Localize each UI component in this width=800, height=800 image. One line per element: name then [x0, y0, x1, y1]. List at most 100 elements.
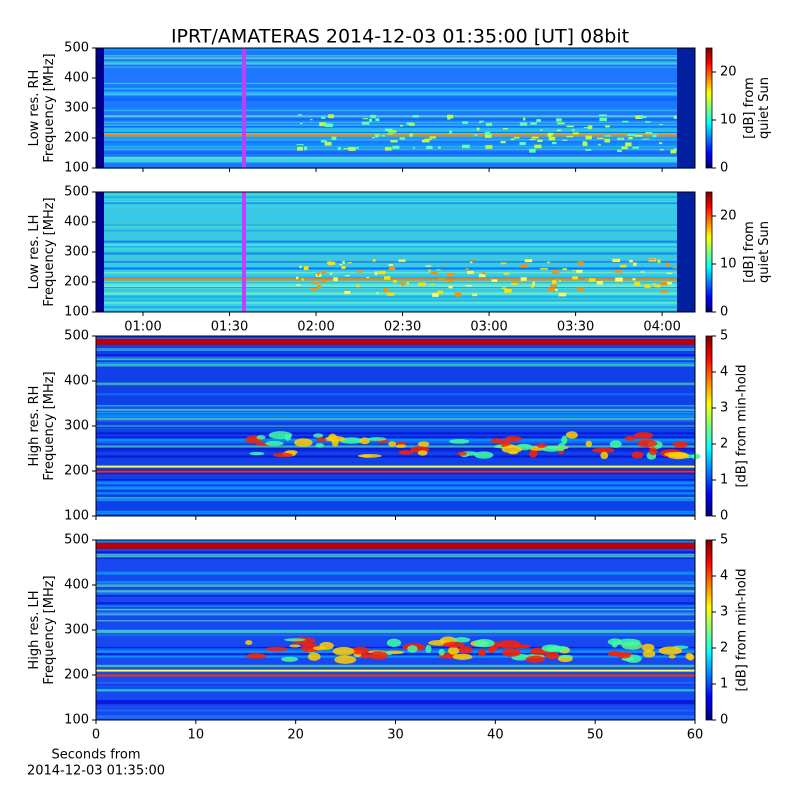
spectrogram-texture	[96, 553, 695, 556]
spectrogram-texture	[484, 131, 491, 135]
spectrogram-texture	[612, 258, 620, 262]
spectrogram-texture	[96, 709, 695, 712]
spectrogram-texture	[284, 434, 292, 441]
spectrogram-texture	[617, 149, 622, 153]
spectrogram-texture	[668, 654, 676, 659]
spectrogram-texture	[303, 266, 309, 271]
spectrogram-texture	[449, 439, 470, 444]
spectrogram-texture	[256, 435, 266, 440]
spectrogram-texture	[96, 156, 695, 159]
spectrogram-texture	[446, 273, 454, 277]
time-marker	[241, 192, 246, 312]
spectrogram-texture	[96, 634, 695, 637]
spectrogram-texture	[96, 225, 695, 228]
spectrogram-texture	[425, 644, 432, 654]
y-tick-label: 300	[64, 419, 89, 434]
spectrogram-texture	[401, 281, 405, 286]
y-tick-label: 500	[64, 41, 89, 56]
colorbar-tick-label: 0	[720, 509, 728, 524]
y-axis-label: Frequency [MHz]	[42, 371, 57, 480]
spectrogram-texture	[500, 141, 506, 144]
colorbar-label: quiet Sun	[757, 221, 772, 283]
spectrogram-texture	[96, 479, 695, 481]
spectrogram-texture	[245, 640, 253, 646]
spectrogram-texture	[634, 282, 641, 286]
spectrogram-texture	[96, 115, 695, 118]
spectrogram-texture	[96, 362, 695, 365]
spectrogram-texture	[96, 445, 695, 448]
spectrogram-texture	[479, 120, 484, 123]
spectrogram-texture	[96, 669, 695, 672]
y-axis-label: High res. LH	[27, 590, 42, 669]
y-axis-label: High res. RH	[27, 386, 42, 467]
spectrogram-texture	[604, 135, 612, 137]
spectrogram-texture	[96, 157, 695, 161]
spectrogram-texture	[430, 271, 438, 275]
x-tick-label: 02:30	[384, 320, 421, 335]
spectrogram-texture	[96, 245, 695, 248]
spectrogram-texture	[566, 125, 574, 128]
spectrogram-texture	[383, 288, 389, 293]
spectrogram-texture	[328, 114, 334, 119]
colorbar-tick-label: 3	[720, 605, 728, 620]
spectrogram-texture	[96, 98, 695, 100]
spectrogram-texture	[96, 124, 695, 127]
spectrogram-texture	[376, 292, 379, 295]
spectrogram-texture	[487, 646, 496, 654]
spectrogram-texture	[297, 146, 303, 151]
spectrogram-texture	[96, 605, 695, 607]
spectrogram-texture	[395, 444, 407, 448]
spectrogram-texture	[529, 148, 536, 153]
spectrogram-texture	[524, 259, 533, 263]
spectrogram-texture	[96, 543, 695, 549]
spectrogram-texture	[465, 267, 469, 271]
spectrogram-texture	[664, 263, 670, 267]
spectrogram-texture	[545, 651, 560, 660]
spectrogram-texture	[343, 148, 352, 150]
spectrogram-texture	[418, 282, 426, 286]
x-tick-label: 60	[687, 728, 704, 743]
spectrogram-texture	[96, 608, 695, 611]
colorbar-tick-label: 10	[720, 257, 737, 272]
spectrogram-texture	[96, 118, 695, 121]
spectrogram-texture	[587, 125, 593, 130]
spectrogram-texture	[96, 393, 695, 396]
spectrogram-texture	[633, 432, 654, 440]
spectrogram-texture	[407, 645, 418, 653]
spectrogram-texture	[576, 269, 583, 274]
spectrogram-texture	[96, 686, 695, 688]
spectrogram-texture	[677, 192, 695, 312]
y-tick-label: 400	[64, 374, 89, 389]
spectrogram-texture	[96, 276, 695, 280]
spectrogram-texture	[591, 447, 615, 453]
spectrogram-texture	[96, 192, 104, 312]
spectrogram-texture	[96, 408, 695, 411]
spectrogram-texture	[317, 285, 322, 289]
spectrogram-texture	[644, 284, 651, 288]
spectrogram-texture	[339, 264, 343, 266]
colorbar-tick-label: 0	[720, 305, 728, 320]
spectrogram-texture	[667, 281, 673, 285]
spectrogram-texture	[504, 436, 522, 442]
spectrogram-texture	[311, 282, 320, 284]
spectrogram-texture	[96, 292, 695, 295]
spectrogram-texture	[392, 145, 400, 149]
colorbar-tick-label: 20	[720, 209, 737, 224]
spectrogram-texture	[461, 144, 470, 149]
spectrogram-texture	[344, 275, 350, 277]
spectrogram-texture	[666, 272, 672, 274]
spectrogram-texture	[633, 262, 637, 267]
colorbar-tick-label: 20	[720, 65, 737, 80]
spectrogram-texture	[249, 451, 265, 456]
spectrogram-texture	[96, 202, 695, 204]
spectrogram-texture	[96, 654, 695, 658]
spectrogram-texture	[632, 278, 636, 281]
spectrogram-texture	[320, 140, 327, 143]
spectrogram-texture	[368, 118, 373, 122]
spectrogram-texture	[294, 438, 313, 447]
spectrogram-texture	[572, 276, 579, 280]
colorbar-tick-label: 0	[720, 713, 728, 728]
spectrogram-texture	[635, 115, 643, 119]
x-tick-label: 40	[487, 728, 504, 743]
y-tick-label: 500	[64, 185, 89, 200]
